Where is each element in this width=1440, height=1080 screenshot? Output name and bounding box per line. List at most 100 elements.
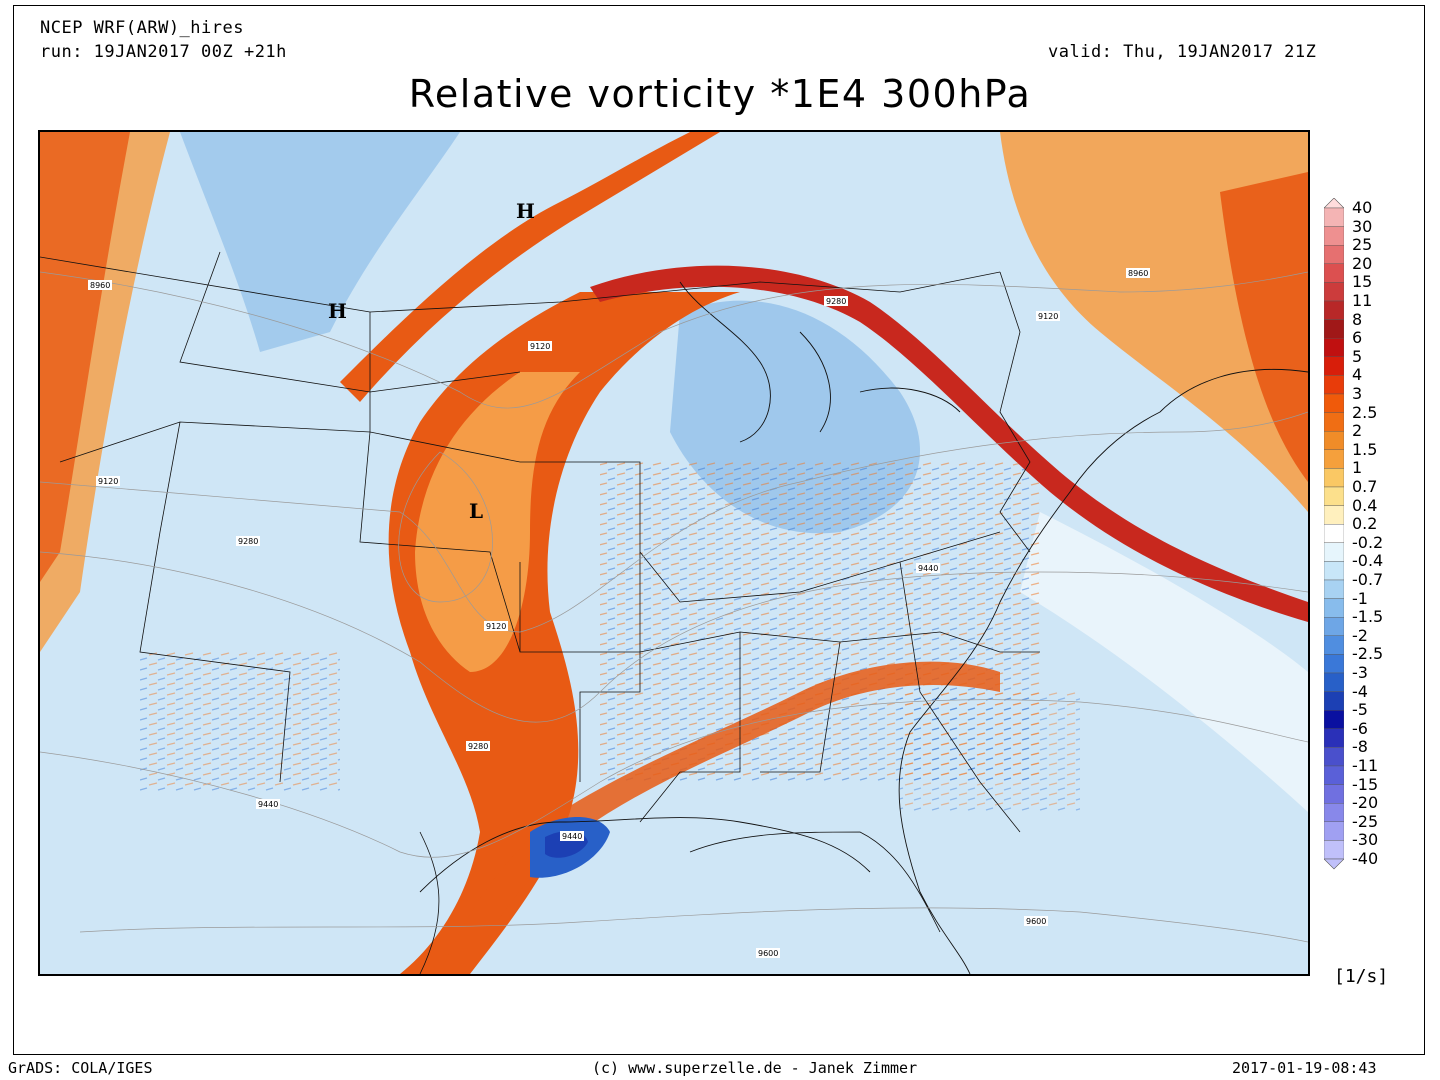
high-pressure-label: H bbox=[328, 299, 347, 323]
jet-streak-ribbon bbox=[590, 265, 1308, 622]
map-canvas: 8960 9120 9120 9120 9280 9280 9440 9440 … bbox=[40, 132, 1308, 974]
legend-level-label: -3 bbox=[1352, 663, 1368, 682]
legend-cap-bottom bbox=[1324, 858, 1344, 870]
contour-label: 9120 bbox=[1038, 312, 1058, 321]
legend-level-label: 30 bbox=[1352, 216, 1373, 236]
legend-cap-top bbox=[1324, 198, 1344, 209]
contour-label-bg bbox=[88, 280, 112, 290]
political-boundaries bbox=[40, 251, 1040, 974]
legend-swatch bbox=[1324, 747, 1344, 767]
height-contours bbox=[40, 271, 1308, 943]
contour-label-bg bbox=[236, 536, 260, 546]
legend-swatch bbox=[1324, 691, 1344, 711]
legend-level-label: -15 bbox=[1352, 774, 1379, 794]
legend-level-label: -8 bbox=[1352, 737, 1368, 757]
contour-label-bg bbox=[1024, 916, 1048, 926]
trough-core-orange bbox=[415, 372, 580, 672]
northern-jet-ribbon bbox=[340, 132, 720, 402]
legend-swatch bbox=[1324, 449, 1344, 469]
legend-swatch bbox=[1324, 282, 1344, 302]
legend-level-label: -0.7 bbox=[1352, 570, 1384, 589]
legend-level-label: 20 bbox=[1352, 253, 1373, 273]
high-pressure-label: H bbox=[516, 199, 535, 223]
legend-level-label: -5 bbox=[1352, 700, 1368, 720]
legend-swatch bbox=[1324, 375, 1344, 395]
contour-label: 9600 bbox=[1026, 917, 1046, 926]
legend-swatch bbox=[1324, 765, 1344, 785]
legend-level-label: -40 bbox=[1352, 849, 1379, 868]
legend-swatch bbox=[1324, 393, 1344, 413]
legend-swatch bbox=[1324, 337, 1344, 357]
legend-swatch bbox=[1324, 654, 1344, 674]
legend-level-label: 1 bbox=[1352, 458, 1363, 478]
legend-swatch bbox=[1324, 430, 1344, 450]
southeast-noise-area bbox=[900, 692, 1080, 812]
contour-label: 9440 bbox=[562, 832, 582, 841]
legend-level-label: -25 bbox=[1352, 811, 1379, 831]
legend-level-label: 11 bbox=[1352, 291, 1373, 310]
legend-swatch bbox=[1324, 635, 1344, 655]
contour-label-bg bbox=[916, 563, 940, 573]
legend-level-label: 3 bbox=[1352, 384, 1363, 403]
contour-label: 9280 bbox=[238, 537, 258, 546]
legend-level-label: 4 bbox=[1352, 365, 1363, 385]
contour-label: 9120 bbox=[486, 622, 506, 631]
legend-swatch bbox=[1324, 263, 1344, 283]
legend-swatch bbox=[1324, 728, 1344, 748]
legend-swatch bbox=[1324, 468, 1344, 488]
west-vorticity-core bbox=[40, 132, 130, 582]
legend-level-label: 0.4 bbox=[1352, 495, 1378, 515]
footer-timestamp: 2017-01-19-08:43 bbox=[1232, 1059, 1377, 1077]
contour-label: 8960 bbox=[90, 281, 110, 290]
legend-level-label: 2 bbox=[1352, 421, 1363, 441]
footer-software: GrADS: COLA/IGES bbox=[8, 1059, 153, 1077]
legend-swatch bbox=[1324, 207, 1344, 227]
legend-swatch bbox=[1324, 542, 1344, 562]
contour-label: 9120 bbox=[98, 477, 118, 486]
legend-swatch bbox=[1324, 710, 1344, 730]
legend-level-label: -1.5 bbox=[1352, 607, 1384, 627]
contour-label: 9120 bbox=[530, 342, 550, 351]
low-pressure-label: L bbox=[469, 499, 483, 523]
contour-label-bg bbox=[824, 296, 848, 306]
legend-level-label: 25 bbox=[1352, 235, 1373, 255]
contour-label: 8960 bbox=[1128, 269, 1148, 278]
contour-label-bg bbox=[1126, 268, 1150, 278]
legend-level-label: -2.5 bbox=[1352, 644, 1384, 664]
legend-swatch bbox=[1324, 617, 1344, 637]
legend-level-label: -6 bbox=[1352, 718, 1368, 738]
contour-label-bg bbox=[466, 741, 490, 751]
legend-swatch bbox=[1324, 784, 1344, 804]
legend-swatch bbox=[1324, 226, 1344, 246]
contour-label-bg bbox=[96, 476, 120, 486]
contour-label-bg bbox=[528, 341, 552, 351]
legend-level-label: -20 bbox=[1352, 793, 1379, 813]
contour-label: 9600 bbox=[758, 949, 778, 958]
units-label: [1/s] bbox=[1334, 966, 1389, 987]
legend-level-label: 5 bbox=[1352, 346, 1363, 366]
legend-swatch bbox=[1324, 356, 1344, 376]
legend-swatch bbox=[1324, 505, 1344, 525]
map-title: Relative vorticity *1E4 300hPa bbox=[408, 72, 1032, 116]
coastlines bbox=[419, 281, 1308, 974]
contour-label: 9280 bbox=[826, 297, 846, 306]
legend-level-label: 0.2 bbox=[1352, 514, 1378, 534]
legend-swatch bbox=[1324, 524, 1344, 544]
legend-swatch bbox=[1324, 561, 1344, 581]
height-contour-labels: 8960 9120 9120 9120 9280 9280 9440 9440 … bbox=[88, 268, 1150, 958]
contour-label-bg bbox=[1036, 311, 1060, 321]
contour-label: 9440 bbox=[918, 564, 938, 573]
contour-label-bg bbox=[484, 621, 508, 631]
ne-vorticity-core bbox=[1220, 172, 1308, 482]
legend-swatch bbox=[1324, 821, 1344, 841]
vorticity-map: 8960 9120 9120 9120 9280 9280 9440 9440 … bbox=[38, 130, 1310, 976]
legend-level-label: -30 bbox=[1352, 830, 1379, 850]
legend-swatch bbox=[1324, 486, 1344, 506]
legend-level-label: -11 bbox=[1352, 756, 1379, 775]
legend-swatch bbox=[1324, 319, 1344, 339]
nw-negative-area bbox=[180, 132, 460, 352]
legend-level-label: -0.4 bbox=[1352, 551, 1384, 571]
atlantic-neutral-band bbox=[1020, 512, 1308, 812]
legend-swatch bbox=[1324, 672, 1344, 692]
footer-credit: (c) www.superzelle.de - Janek Zimmer bbox=[592, 1059, 918, 1077]
